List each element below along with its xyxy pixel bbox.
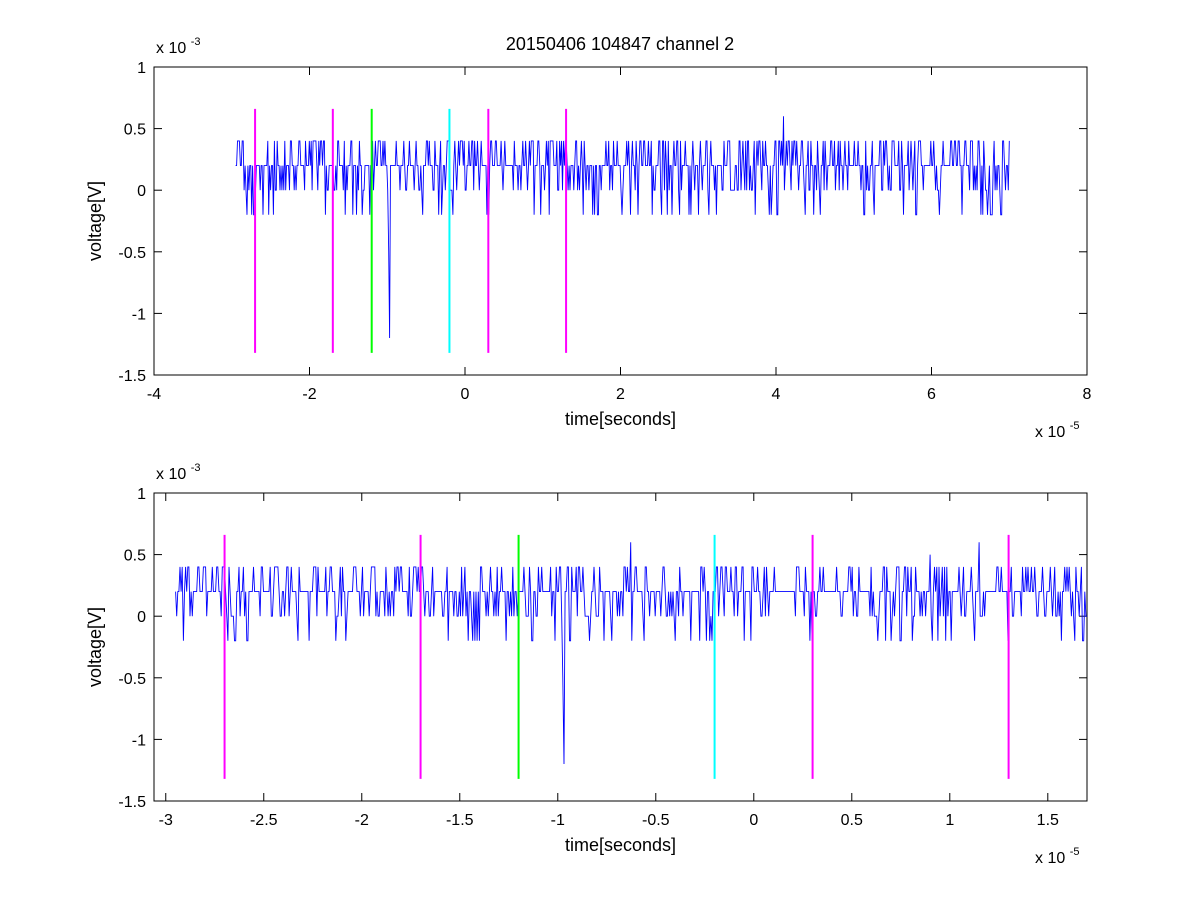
figure-title: 20150406 104847 channel 2 [506, 34, 734, 54]
axes-box [153, 492, 1088, 802]
x-tick-label: 4 [772, 386, 781, 403]
x-tick-label: 2 [616, 386, 625, 403]
y-axis-label: voltage[V] [85, 181, 105, 261]
x-tick-label: 0.5 [841, 812, 863, 829]
x-tick-label: 0 [749, 812, 758, 829]
top-subplot: -4 -2 0 2 4 6 8 -1.5 -1 -0.5 0 0.5 1 time[seconds] vol… [85, 36, 1092, 441]
axes-box [153, 66, 1088, 376]
x-tick-label: 6 [927, 386, 936, 403]
x-exponent-label: x 10 -5 [1035, 420, 1079, 441]
voltage-trace [175, 542, 1087, 765]
y-exponent-label: x 10 -3 [156, 36, 200, 57]
x-tick-label: -2 [355, 812, 369, 829]
x-tick-label: 0 [461, 386, 470, 403]
x-exponent-label: x 10 -5 [1035, 846, 1079, 867]
x-tick-label: 8 [1083, 386, 1092, 403]
x-tick-label: 1.5 [1037, 812, 1059, 829]
y-tick-label: 0 [137, 609, 146, 626]
y-tick-label: -1 [132, 306, 146, 323]
y-tick-label: -1.5 [118, 368, 146, 385]
y-tick-label: -0.5 [118, 671, 146, 688]
y-tick-label: 0.5 [124, 122, 146, 139]
y-tick-label: -1.5 [118, 794, 146, 811]
y-tick-label: 0 [137, 183, 146, 200]
x-tick-label: 1 [945, 812, 954, 829]
x-tick-label: -0.5 [642, 812, 670, 829]
x-tick-label: -1 [551, 812, 565, 829]
y-axis-label: voltage[V] [85, 607, 105, 687]
y-tick-label: -1 [132, 732, 146, 749]
y-tick-label: 0.5 [124, 548, 146, 565]
y-exponent-label: x 10 -3 [156, 462, 200, 483]
x-tick-label: -2.5 [250, 812, 278, 829]
voltage-trace [235, 116, 1010, 339]
bottom-subplot: -3 -2.5 -2 -1.5 -1 -0.5 0 0.5 1 1.5 -1.5 -1 -0.5 0 0.5… [85, 462, 1088, 867]
x-axis-label: time[seconds] [565, 409, 676, 429]
x-axis-label: time[seconds] [565, 835, 676, 855]
y-tick-label: 1 [137, 486, 146, 503]
y-tick-label: 1 [137, 60, 146, 77]
y-tick-label: -0.5 [118, 245, 146, 262]
x-tick-label: -1.5 [446, 812, 474, 829]
x-tick-label: -3 [159, 812, 173, 829]
x-tick-label: -2 [302, 386, 316, 403]
x-tick-label: -4 [147, 386, 161, 403]
